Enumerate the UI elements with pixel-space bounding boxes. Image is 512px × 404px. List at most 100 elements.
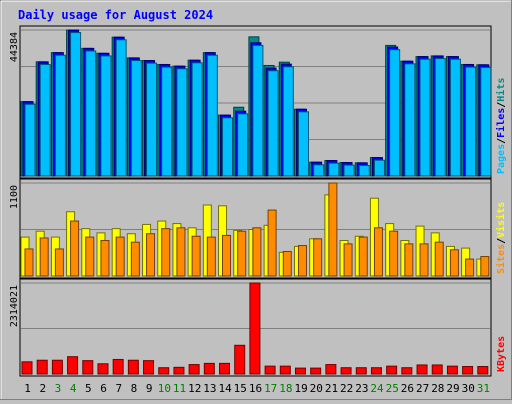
bar-sites-day-28 xyxy=(434,241,444,277)
bar-pages-day-23 xyxy=(358,164,370,177)
x-tick-label-12: 12 xyxy=(188,382,201,395)
bar-pages-day-28 xyxy=(434,58,446,177)
x-tick-label-4: 4 xyxy=(70,382,77,395)
bar-sites-day-30 xyxy=(465,258,475,277)
bar-kbytes-day-6 xyxy=(97,363,109,375)
bar-kbytes-day-16 xyxy=(249,282,261,375)
bar-kbytes-day-17 xyxy=(264,365,276,375)
x-tick-label-16: 16 xyxy=(249,382,262,395)
bar-pages-day-26 xyxy=(404,63,416,177)
x-tick-label-5: 5 xyxy=(85,382,92,395)
bar-kbytes-day-20 xyxy=(310,367,322,375)
bar-kbytes-day-23 xyxy=(355,367,367,375)
x-tick-label-29: 29 xyxy=(446,382,459,395)
legend-label: Sites xyxy=(495,244,507,274)
bar-kbytes-day-13 xyxy=(203,362,215,375)
bar-kbytes-day-26 xyxy=(401,367,413,375)
legend-label: Hits xyxy=(495,78,507,102)
bar-pages-day-12 xyxy=(191,62,203,177)
bar-pages-day-16 xyxy=(252,44,264,177)
bar-pages-day-11 xyxy=(176,68,188,177)
bar-sites-day-4 xyxy=(70,220,80,277)
x-tick-label-10: 10 xyxy=(158,382,171,395)
bar-kbytes-day-22 xyxy=(340,367,352,375)
bar-sites-day-1 xyxy=(24,248,34,277)
bar-kbytes-day-11 xyxy=(173,366,185,375)
bar-sites-day-13 xyxy=(206,236,216,277)
bar-kbytes-day-1 xyxy=(21,361,33,375)
legend-label: KBytes xyxy=(496,336,507,372)
x-tick-label-24: 24 xyxy=(370,382,384,395)
bar-kbytes-day-8 xyxy=(127,359,139,375)
x-tick-label-25: 25 xyxy=(386,382,399,395)
x-tick-label-22: 22 xyxy=(340,382,353,395)
x-tick-label-31: 31 xyxy=(477,382,490,395)
x-tick-label-27: 27 xyxy=(416,382,429,395)
bar-kbytes-day-12 xyxy=(188,364,200,375)
bar-pages-day-29 xyxy=(449,58,461,177)
bar-sites-day-2 xyxy=(39,237,49,277)
bar-sites-day-14 xyxy=(222,234,232,277)
bar-sites-day-23 xyxy=(358,236,368,277)
bar-kbytes-day-25 xyxy=(386,365,398,375)
bar-kbytes-day-31 xyxy=(477,366,489,375)
legend-label: Pages xyxy=(496,144,507,174)
chart-title: Daily usage for August 2024 xyxy=(18,8,213,22)
x-tick-label-14: 14 xyxy=(218,382,232,395)
bar-pages-day-18 xyxy=(282,66,294,177)
bar-pages-day-14 xyxy=(222,117,234,177)
bar-sites-day-17 xyxy=(267,209,277,277)
bar-sites-day-21 xyxy=(328,182,338,277)
bar-sites-day-3 xyxy=(54,248,64,277)
x-tick-label-1: 1 xyxy=(24,382,31,395)
bar-kbytes-day-9 xyxy=(143,360,155,375)
bar-pages-day-27 xyxy=(419,58,431,177)
x-tick-label-9: 9 xyxy=(146,382,153,395)
x-tick-label-18: 18 xyxy=(279,382,292,395)
x-tick-label-17: 17 xyxy=(264,382,277,395)
y-max-label: 44384 xyxy=(9,32,20,62)
bar-pages-day-24 xyxy=(373,159,385,177)
bar-kbytes-day-15 xyxy=(234,344,246,375)
bar-pages-day-5 xyxy=(85,50,97,177)
legend-label: / xyxy=(496,238,507,244)
bar-kbytes-day-18 xyxy=(279,365,291,375)
bar-sites-day-12 xyxy=(191,235,201,277)
x-tick-label-13: 13 xyxy=(203,382,216,395)
legend-label: / xyxy=(496,102,507,108)
x-tick-label-2: 2 xyxy=(39,382,46,395)
x-tick-label-26: 26 xyxy=(401,382,414,395)
x-tick-label-20: 20 xyxy=(310,382,323,395)
bar-pages-day-19 xyxy=(297,111,309,177)
bar-sites-day-19 xyxy=(297,245,307,277)
bar-pages-day-6 xyxy=(100,55,112,177)
bar-kbytes-day-2 xyxy=(36,359,48,375)
legend-label: / xyxy=(496,138,507,144)
bar-sites-day-18 xyxy=(282,250,292,277)
bar-pages-day-1 xyxy=(24,103,36,177)
bar-sites-day-26 xyxy=(404,243,414,277)
legend-visits-sites: Sites/Visits xyxy=(495,202,507,274)
bar-pages-day-3 xyxy=(54,54,66,177)
x-tick-label-7: 7 xyxy=(115,382,122,395)
bar-kbytes-day-21 xyxy=(325,364,337,375)
bar-kbytes-day-7 xyxy=(112,358,124,375)
bar-sites-day-20 xyxy=(313,238,323,277)
bar-kbytes-day-3 xyxy=(51,359,63,375)
bar-pages-day-21 xyxy=(328,162,340,177)
bar-kbytes-day-4 xyxy=(67,356,79,375)
bar-kbytes-day-5 xyxy=(82,360,94,375)
bar-sites-day-10 xyxy=(161,228,171,277)
bar-pages-day-31 xyxy=(480,66,492,177)
bar-sites-day-31 xyxy=(480,256,490,277)
x-tick-label-6: 6 xyxy=(100,382,107,395)
x-tick-label-3: 3 xyxy=(55,382,62,395)
bar-sites-day-29 xyxy=(449,249,459,277)
bar-pages-day-30 xyxy=(465,66,477,177)
bar-sites-day-27 xyxy=(419,243,429,277)
y-max-label: 1100 xyxy=(9,185,20,209)
bar-kbytes-day-27 xyxy=(416,364,428,375)
bar-kbytes-day-14 xyxy=(219,362,231,375)
